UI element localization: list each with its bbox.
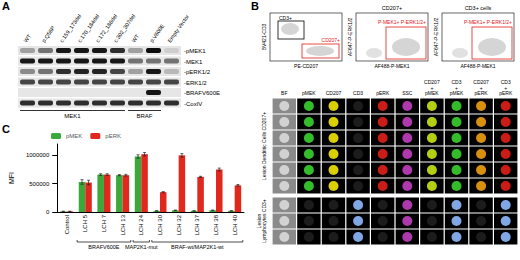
- svg-text:PE-CD207: PE-CD207: [294, 63, 318, 69]
- svg-text:WT: WT: [22, 33, 32, 44]
- svg-text:P-MEK1+ P-ERK1/2+: P-MEK1+ P-ERK1/2+: [464, 19, 512, 25]
- svg-text:pERK: pERK: [475, 90, 489, 96]
- svg-text:Control: Control: [64, 215, 70, 234]
- svg-text:MFI: MFI: [8, 172, 15, 184]
- svg-text:LCH 13: LCH 13: [120, 214, 126, 235]
- svg-text:CD3: CD3: [353, 90, 363, 96]
- svg-text:LCH 30: LCH 30: [157, 214, 163, 235]
- svg-text:BRAF: BRAF: [136, 113, 152, 119]
- svg-text:SSC: SSC: [402, 90, 413, 96]
- svg-text:pMEK: pMEK: [66, 133, 82, 139]
- svg-text:MAP2K1-mut: MAP2K1-mut: [125, 244, 158, 250]
- svg-text:P-MEK1+ P-ERK1/2+: P-MEK1+ P-ERK1/2+: [378, 19, 426, 25]
- svg-text:WT: WT: [130, 33, 140, 44]
- svg-text:-BRAFV600E: -BRAFV600E: [184, 90, 220, 96]
- svg-text:c.159_173del: c.159_173del: [58, 13, 82, 43]
- svg-text:c.170_184del: c.170_184del: [76, 13, 100, 43]
- svg-text:BRAF-wt/MAP2K1-wt: BRAF-wt/MAP2K1-wt: [171, 244, 224, 250]
- svg-text:Empty Vector: Empty Vector: [166, 13, 190, 43]
- svg-text:LCH 5: LCH 5: [82, 214, 88, 232]
- svg-text:-MEK1: -MEK1: [184, 59, 203, 65]
- svg-text:LCH 38: LCH 38: [213, 214, 219, 235]
- svg-text:p.Q56P: p.Q56P: [40, 25, 56, 44]
- svg-text:+: +: [480, 85, 483, 91]
- svg-text:pERK: pERK: [499, 90, 513, 96]
- svg-text:-pERK1/2: -pERK1/2: [184, 69, 211, 75]
- svg-text:c.302_307del: c.302_307del: [112, 13, 136, 43]
- svg-text:1000000: 1000000: [26, 152, 50, 158]
- svg-text:pERK: pERK: [105, 133, 121, 139]
- svg-text:0: 0: [46, 209, 50, 215]
- svg-text:+: +: [504, 85, 507, 91]
- svg-text:CD207+: CD207+: [382, 5, 402, 11]
- svg-text:LCH 37: LCH 37: [194, 214, 200, 235]
- svg-text:BV421-CD3: BV421-CD3: [261, 23, 267, 50]
- svg-text:+: +: [455, 85, 458, 91]
- svg-text:MEK1: MEK1: [64, 113, 81, 119]
- svg-text:CD3: CD3: [501, 79, 511, 85]
- svg-text:CD207: CD207: [424, 79, 440, 85]
- svg-text:LCH 40: LCH 40: [232, 214, 238, 235]
- svg-text:-ERK1/2: -ERK1/2: [184, 80, 207, 86]
- svg-text:LCH 32: LCH 32: [176, 214, 182, 235]
- svg-text:CD3+: CD3+: [279, 15, 292, 21]
- svg-text:-CoxIV: -CoxIV: [184, 101, 202, 107]
- svg-text:Lesion: Lesion: [256, 213, 262, 228]
- svg-text:500000: 500000: [29, 181, 50, 187]
- svg-text:AF488-P-MEK1: AF488-P-MEK1: [374, 63, 409, 69]
- svg-text:CD207+: CD207+: [322, 37, 341, 43]
- svg-text:AF488-P-MEK1: AF488-P-MEK1: [460, 63, 495, 69]
- svg-text:B: B: [251, 0, 259, 12]
- svg-text:C: C: [2, 123, 10, 135]
- svg-text:pERK: pERK: [376, 90, 390, 96]
- svg-text:AF647-P-ERK1/2: AF647-P-ERK1/2: [347, 17, 353, 56]
- svg-text:A: A: [2, 0, 10, 12]
- svg-text:Lesion Dendritic Cells CD207+: Lesion Dendritic Cells CD207+: [261, 112, 267, 180]
- svg-text:CD207: CD207: [326, 90, 342, 96]
- svg-text:c.172_186del: c.172_186del: [94, 13, 118, 43]
- svg-text:pMEK: pMEK: [302, 90, 316, 96]
- svg-text:AF647-P-ERK1/2: AF647-P-ERK1/2: [433, 17, 439, 56]
- svg-text:CD207: CD207: [473, 79, 489, 85]
- svg-text:BRAFV600E: BRAFV600E: [88, 244, 120, 250]
- svg-text:LCH 24: LCH 24: [138, 214, 144, 235]
- svg-text:-pMEK1: -pMEK1: [184, 48, 206, 54]
- svg-text:CD3+ cells: CD3+ cells: [465, 5, 492, 11]
- svg-text:+: +: [430, 85, 433, 91]
- svg-text:BF: BF: [281, 90, 287, 96]
- svg-text:p.V600E: p.V600E: [148, 23, 165, 44]
- svg-text:pMEK: pMEK: [425, 90, 439, 96]
- svg-text:CD3: CD3: [451, 79, 461, 85]
- svg-text:Lymphocytes CD3+: Lymphocytes CD3+: [261, 199, 267, 243]
- svg-text:LCH 7: LCH 7: [101, 214, 107, 232]
- svg-text:pMEK: pMEK: [450, 90, 464, 96]
